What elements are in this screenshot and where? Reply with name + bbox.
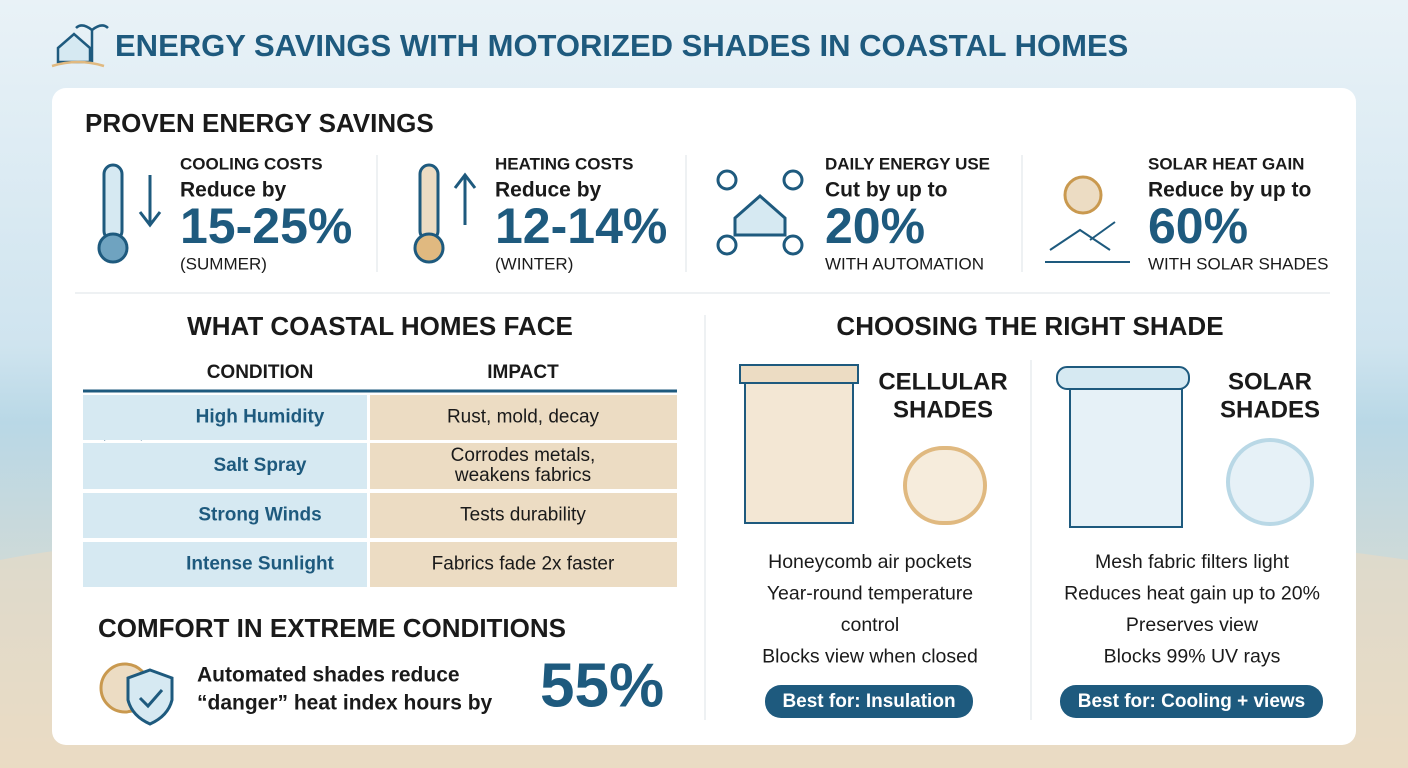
shade-name: SHADES <box>1220 396 1320 423</box>
shade-feature: Honeycomb air pockets <box>768 551 972 573</box>
title: ENERGY SAVINGS WITH MOTORIZED SHADES IN … <box>115 28 1128 63</box>
condition-cell <box>83 395 367 440</box>
condition-cell <box>83 443 367 489</box>
shade-feature: Mesh fabric filters light <box>1095 551 1290 573</box>
comfort-text: “danger” heat index hours by <box>197 692 493 715</box>
condition: Strong Winds <box>198 505 321 526</box>
shade-illustrations <box>739 364 1314 528</box>
stat-label: DAILY ENERGY USE <box>825 154 990 173</box>
condition-cell <box>83 493 367 538</box>
shade-feature: control <box>841 614 900 636</box>
section-heading: CHOOSING THE RIGHT SHADE <box>836 311 1223 341</box>
impact-cell <box>370 542 677 587</box>
comfort-text: Automated shades reduce <box>197 664 460 687</box>
condition-cell <box>83 542 367 587</box>
stat-label: HEATING COSTS <box>495 154 634 173</box>
stat-icons <box>97 163 1130 264</box>
impact-cell <box>370 443 677 489</box>
shade-feature: Blocks view when closed <box>762 646 978 668</box>
impact: Corrodes metals, <box>451 445 596 466</box>
stat-lead: Reduce by <box>180 179 287 202</box>
section-heading: COMFORT IN EXTREME CONDITIONS <box>98 613 566 643</box>
column-header: CONDITION <box>207 362 314 383</box>
impact-cell <box>370 493 677 538</box>
impact: Rust, mold, decay <box>447 407 600 428</box>
best-for: Best for: Cooling + views <box>1078 691 1306 712</box>
shade-feature: Reduces heat gain up to 20% <box>1064 583 1320 605</box>
shade-name: SHADES <box>893 396 993 423</box>
condition: High Humidity <box>196 407 325 428</box>
column-header: IMPACT <box>487 362 559 383</box>
best-for: Best for: Insulation <box>782 691 955 712</box>
section-heading: PROVEN ENERGY SAVINGS <box>85 108 434 138</box>
best-for-pill <box>1060 685 1323 718</box>
impact: Fabrics fade 2x faster <box>432 554 615 575</box>
shade-feature: Year-round temperature <box>767 583 973 605</box>
stat-value: 12-14% <box>495 198 667 254</box>
best-for-pill <box>765 685 973 718</box>
stat-value: 60% <box>1148 198 1248 254</box>
impact-cell <box>370 395 677 440</box>
shade-feature: Blocks 99% UV rays <box>1104 646 1281 668</box>
stat-lead: Reduce by up to <box>1148 179 1311 202</box>
shade-name: SOLAR <box>1228 368 1312 395</box>
impact: weakens fabrics <box>454 465 591 486</box>
comfort-value: 55% <box>540 651 664 720</box>
comfort-icon <box>99 662 174 726</box>
section-heading: WHAT COASTAL HOMES FACE <box>187 311 573 341</box>
stat-note: WITH SOLAR SHADES <box>1148 254 1328 273</box>
stat-lead: Reduce by <box>495 179 602 202</box>
logo-icon <box>51 24 109 68</box>
shade-name: CELLULAR <box>878 368 1007 395</box>
stat-note: (SUMMER) <box>180 254 267 273</box>
condition: Intense Sunlight <box>186 554 334 575</box>
shade-feature: Preserves view <box>1126 614 1259 636</box>
stat-label: SOLAR HEAT GAIN <box>1148 154 1304 173</box>
stat-value: 20% <box>825 198 925 254</box>
condition: Salt Spray <box>214 455 307 476</box>
stat-lead: Cut by up to <box>825 179 947 202</box>
stat-label: COOLING COSTS <box>180 154 323 173</box>
stat-value: 15-25% <box>180 198 352 254</box>
impact: Tests durability <box>460 505 586 526</box>
stat-note: (WINTER) <box>495 254 573 273</box>
stat-note: WITH AUTOMATION <box>825 254 984 273</box>
